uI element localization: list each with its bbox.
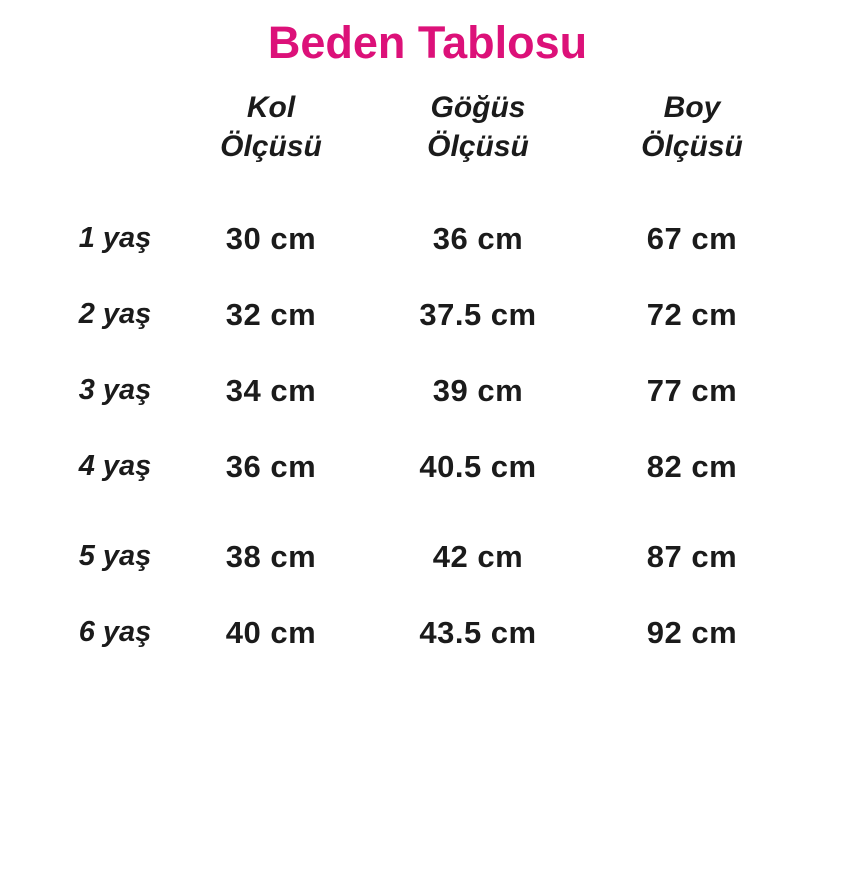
row-age-label: 5 yaş [78, 540, 152, 572]
row-boy-value: 82 cm [646, 448, 738, 484]
row-age-label: 6 yaş [78, 616, 152, 648]
row-boy-value: 87 cm [646, 538, 738, 574]
row-age-label: 4 yaş [78, 450, 152, 482]
row-kol-value: 34 cm [225, 372, 317, 408]
row-gogus-value: 42 cm [432, 538, 524, 574]
table-header-row: Kol Ölçüsü Göğüs Ölçüsü Boy Ölçüsü [30, 88, 770, 166]
header-cell-boy: Boy Ölçüsü [614, 88, 770, 166]
row-age-label: 1 yaş [78, 222, 152, 254]
header-gogus-line1: Göğüs [430, 91, 526, 124]
row-kol-value: 30 cm [225, 220, 317, 256]
row-boy-value: 92 cm [646, 614, 738, 650]
row-age-label: 2 yaş [78, 298, 152, 330]
row-gogus-value: 39 cm [432, 372, 524, 408]
header-kol-line1: Kol [246, 91, 296, 124]
row-age-label: 3 yaş [78, 374, 152, 406]
header-boy-line1: Boy [663, 91, 721, 124]
row-kol-value: 36 cm [225, 448, 317, 484]
header-cell-kol: Kol Ölçüsü [200, 88, 342, 166]
header-cell-gogus: Göğüs Ölçüsü [342, 88, 614, 166]
table-row: 3 yaş 34 cm 39 cm 77 cm [30, 354, 770, 427]
table-row: 2 yaş 32 cm 37.5 cm 72 cm [30, 278, 770, 351]
table-row: 1 yaş 30 cm 36 cm 67 cm [30, 202, 770, 275]
row-gogus-value: 37.5 cm [419, 296, 537, 332]
header-boy-line2: Ölçüsü [641, 130, 743, 163]
header-gogus-line2: Ölçüsü [427, 130, 529, 163]
row-kol-value: 32 cm [225, 296, 317, 332]
header-kol-line2: Ölçüsü [220, 130, 322, 163]
row-kol-value: 38 cm [225, 538, 317, 574]
row-gogus-value: 43.5 cm [419, 614, 537, 650]
row-kol-value: 40 cm [225, 614, 317, 650]
size-chart-page: Beden Tablosu Kol Ölçüsü Göğüs Ölçüsü Bo… [0, 18, 855, 873]
row-boy-value: 77 cm [646, 372, 738, 408]
table-row: 5 yaş 38 cm 42 cm 87 cm [30, 520, 770, 593]
row-boy-value: 72 cm [646, 296, 738, 332]
row-gogus-value: 36 cm [432, 220, 524, 256]
row-boy-value: 67 cm [646, 220, 738, 256]
size-table: Kol Ölçüsü Göğüs Ölçüsü Boy Ölçüsü 1 yaş… [30, 88, 770, 669]
table-row: 4 yaş 36 cm 40.5 cm 82 cm [30, 430, 770, 503]
table-row: 6 yaş 40 cm 43.5 cm 92 cm [30, 596, 770, 669]
page-title: Beden Tablosu [267, 17, 588, 68]
header-cell-empty [30, 88, 200, 166]
row-gogus-value: 40.5 cm [419, 448, 537, 484]
